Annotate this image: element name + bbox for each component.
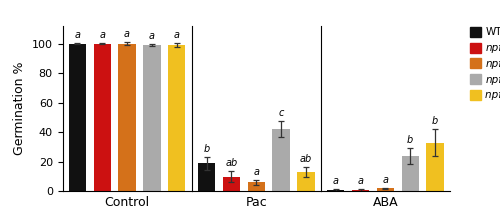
Text: b: b (204, 144, 210, 154)
Bar (327, 190, 344, 191)
Bar (402, 156, 419, 191)
Text: ab: ab (226, 158, 237, 168)
X-axis label: Control: Control (104, 195, 150, 209)
Bar (198, 163, 216, 191)
Bar (297, 172, 314, 191)
Bar (118, 44, 136, 191)
Bar (143, 45, 160, 191)
Text: a: a (149, 31, 155, 41)
Text: a: a (124, 29, 130, 39)
Bar (376, 188, 394, 191)
Text: ab: ab (300, 154, 312, 164)
Text: a: a (358, 176, 364, 186)
X-axis label: ABA: ABA (372, 195, 398, 209)
Text: a: a (332, 176, 338, 186)
Legend: WT, npf5.1-1, npf5.1-2, npf4.6, npf4.6 npf5.1: WT, npf5.1-1, npf5.1-2, npf4.6, npf4.6 n… (466, 23, 500, 105)
Text: a: a (74, 30, 80, 40)
Bar (94, 44, 111, 191)
Text: b: b (407, 135, 414, 145)
Text: a: a (254, 167, 260, 177)
Bar (168, 45, 186, 191)
Bar (248, 183, 265, 191)
Text: b: b (432, 116, 438, 126)
Text: a: a (382, 175, 388, 185)
Text: a: a (174, 30, 180, 40)
Bar (426, 143, 444, 191)
Text: c: c (278, 108, 284, 118)
Bar (222, 177, 240, 191)
Bar (68, 44, 86, 191)
Bar (272, 129, 290, 191)
X-axis label: Pac: Pac (246, 195, 267, 209)
Bar (352, 190, 370, 191)
Text: a: a (99, 30, 105, 40)
Y-axis label: Germination %: Germination % (13, 62, 26, 155)
